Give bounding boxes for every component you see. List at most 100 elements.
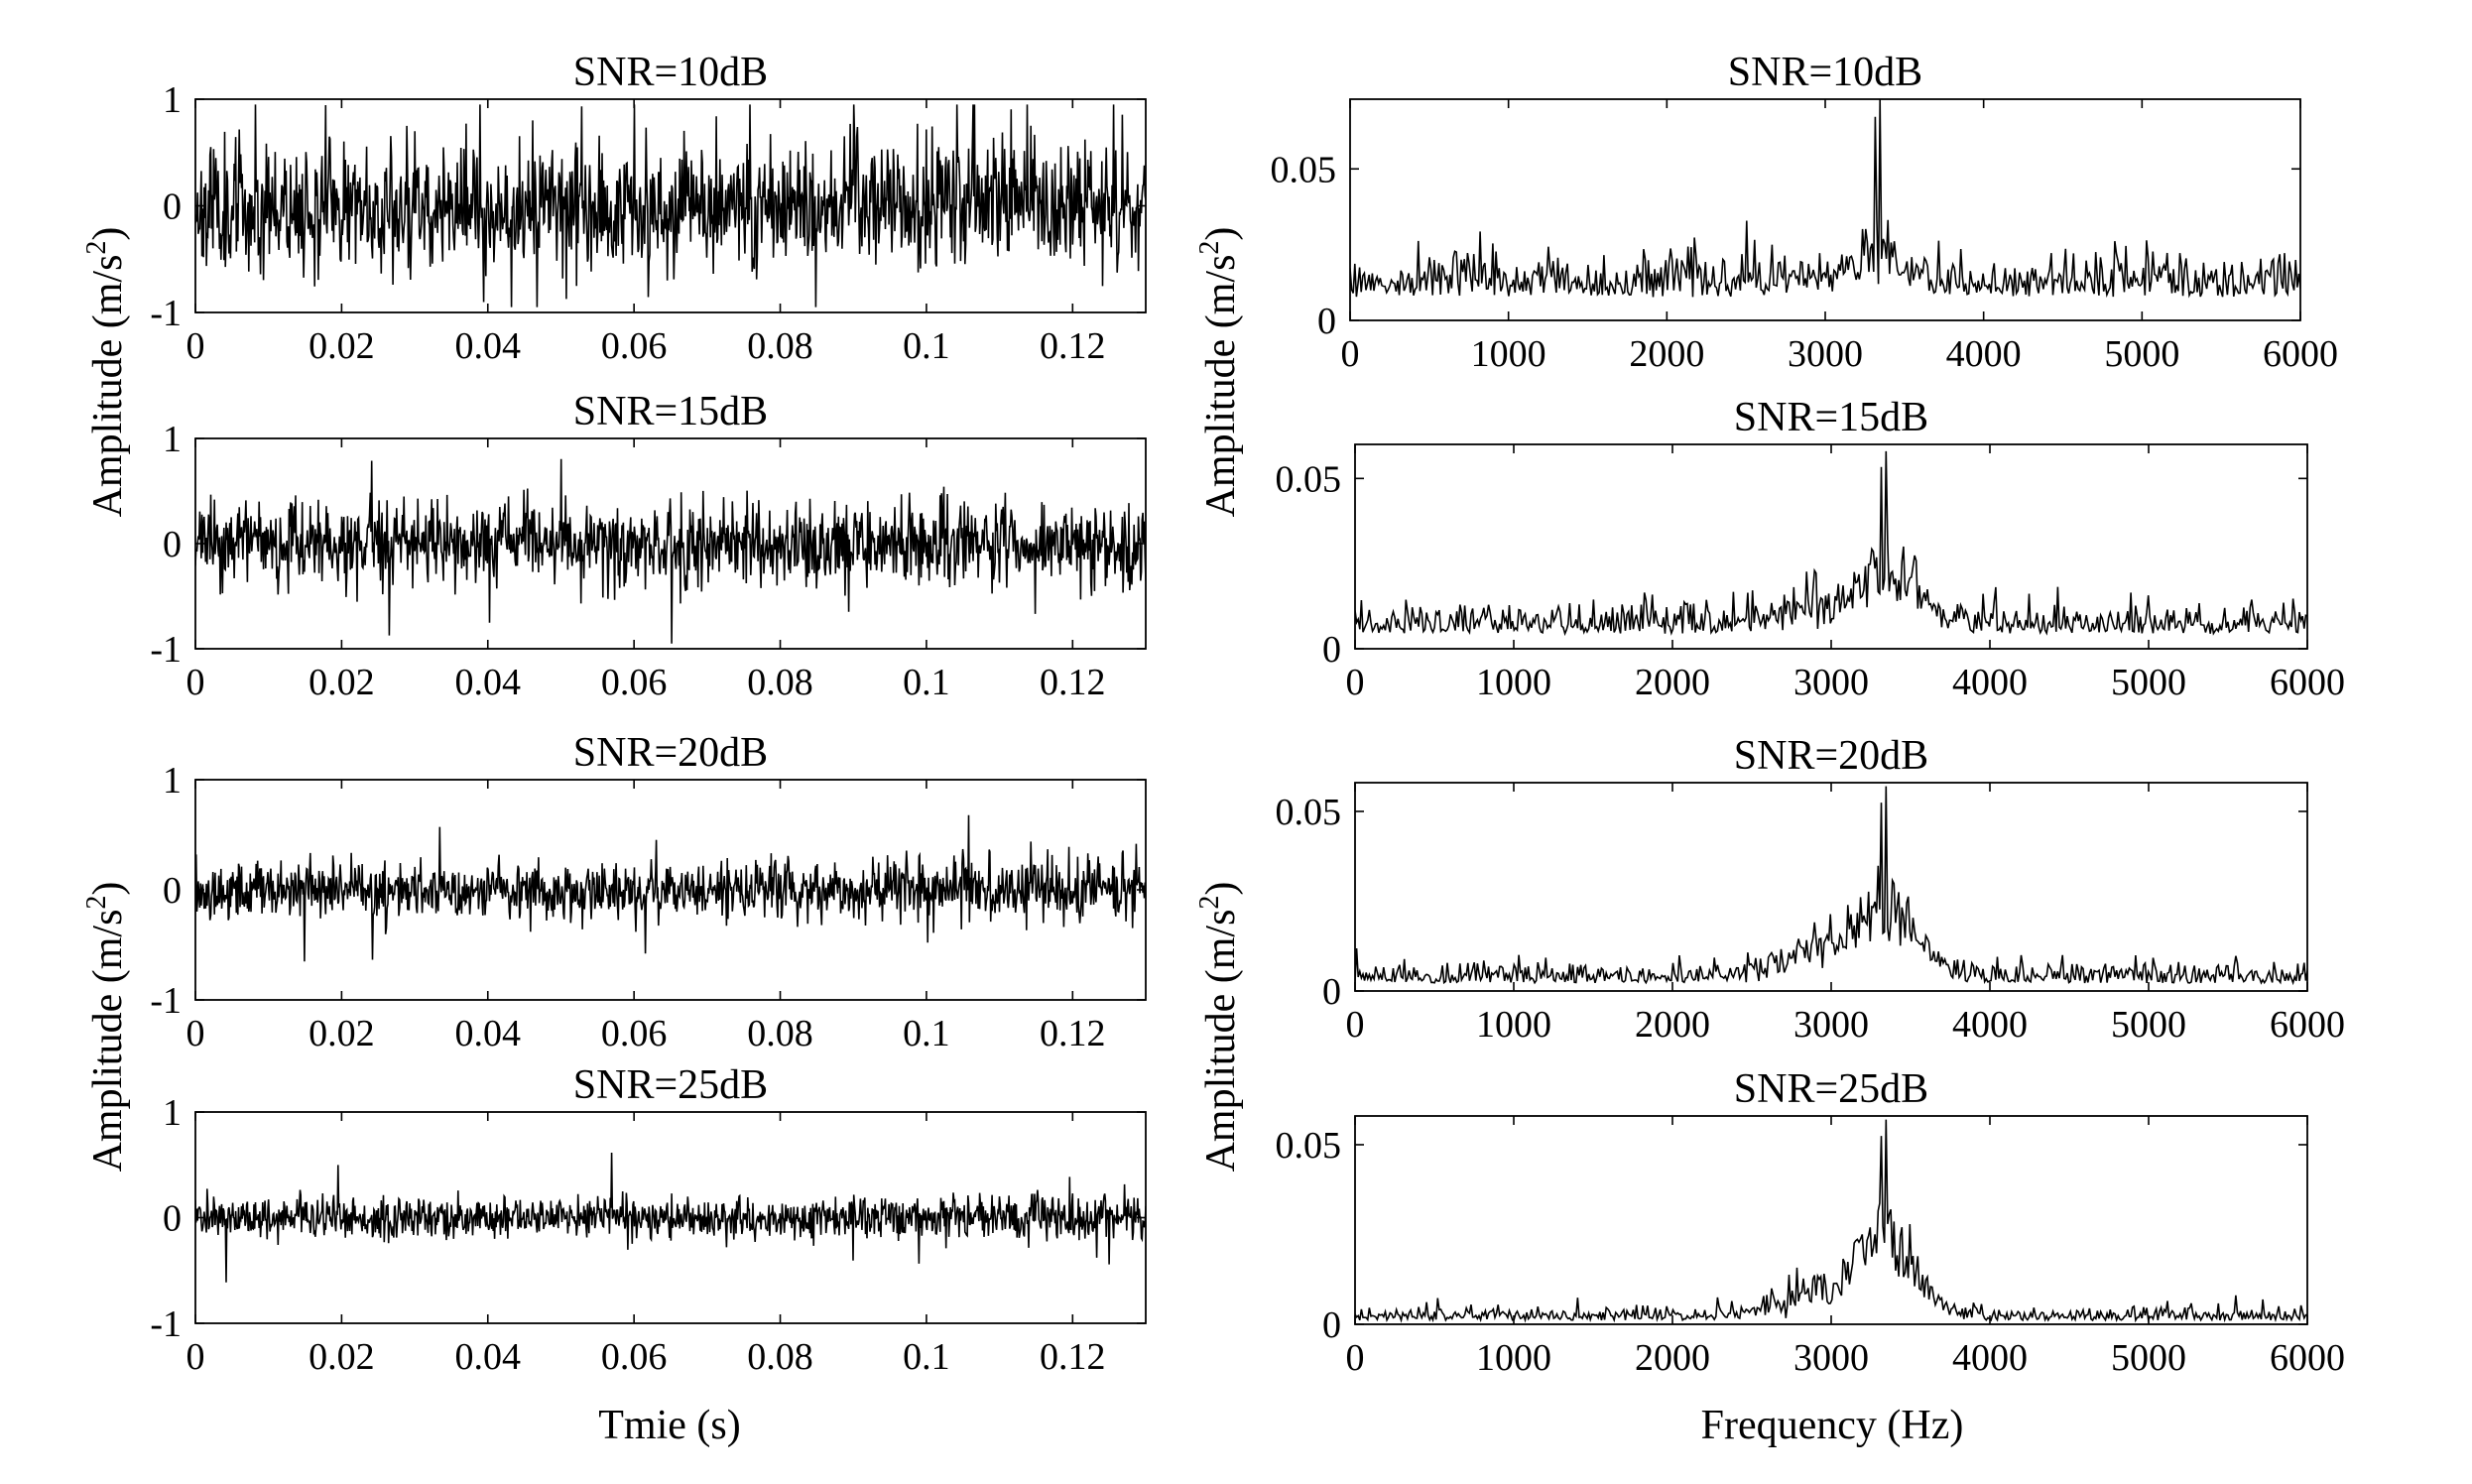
y-tick-label: -1 <box>150 1303 182 1345</box>
x-tick-label: 2000 <box>1635 1004 1710 1046</box>
x-tick-label: 1000 <box>1471 333 1546 375</box>
x-tick-label: 0.1 <box>903 325 950 367</box>
ylabel-right-bottom: Amplitude (m/s2) <box>1194 882 1244 1173</box>
panel-freq-snr20: SNR=20dB 0 1000 2000 3000 4000 5000 6000 0 0.05 <box>1276 733 2346 1046</box>
y-tick-label: 1 <box>163 1092 182 1134</box>
y-tick-label: 0 <box>1322 629 1341 671</box>
y-tick-label: -1 <box>150 980 182 1022</box>
ylabel-left-top: Amplitude (m/s2) <box>81 227 131 518</box>
x-tick-label: 3000 <box>1788 333 1863 375</box>
ylabel-right-top: Amplitude (m/s2) <box>1194 227 1244 518</box>
panel-title: SNR=25dB <box>573 1062 768 1108</box>
series-line <box>195 458 1146 644</box>
x-tick-label: 5000 <box>2111 662 2186 703</box>
xlabel-time: Tmie (s) <box>598 1403 740 1448</box>
series-line <box>1355 450 2307 637</box>
y-tick-label: 0 <box>1322 1304 1341 1346</box>
x-tick-label: 0.04 <box>455 325 522 367</box>
y-tick-label: 0.05 <box>1276 792 1342 833</box>
y-tick-label: 0 <box>163 870 182 912</box>
x-tick-label: 0.12 <box>1040 662 1106 703</box>
x-tick-label: 0.08 <box>747 325 813 367</box>
y-tick-label: 1 <box>163 79 182 121</box>
x-tick-label: 0.04 <box>455 662 522 703</box>
y-tick-label: 1 <box>163 760 182 802</box>
x-tick-label: 2000 <box>1635 662 1710 703</box>
x-tick-label: 5000 <box>2104 333 2179 375</box>
x-tick-label: 3000 <box>1793 1004 1869 1046</box>
x-tick-label: 5000 <box>2111 1004 2186 1046</box>
x-tick-label: 0.1 <box>903 1336 950 1378</box>
x-tick-label: 0 <box>1346 662 1365 703</box>
x-tick-label: 0.04 <box>455 1336 522 1378</box>
y-tick-label: 0 <box>163 1198 182 1240</box>
series-line <box>195 104 1146 308</box>
panel-title: SNR=25dB <box>1734 1066 1928 1112</box>
y-tick-label: 0.05 <box>1276 1125 1342 1167</box>
panel-title: SNR=10dB <box>573 50 768 95</box>
x-tick-label: 6000 <box>2263 333 2338 375</box>
x-tick-label: 2000 <box>1635 1337 1710 1379</box>
x-tick-label: 6000 <box>2270 1337 2345 1379</box>
x-tick-label: 0 <box>186 662 205 703</box>
x-tick-label: 0.12 <box>1040 1013 1106 1054</box>
x-tick-label: 0.06 <box>601 662 668 703</box>
series-line <box>1355 786 2307 986</box>
x-tick-label: 0.02 <box>309 662 375 703</box>
series-line <box>1350 99 2300 299</box>
x-tick-label: 0 <box>1341 333 1360 375</box>
y-tick-label: 0.05 <box>1276 458 1342 500</box>
x-tick-label: 0 <box>1346 1004 1365 1046</box>
x-tick-label: 2000 <box>1629 333 1704 375</box>
series-line <box>195 1152 1146 1283</box>
y-tick-label: 0 <box>1322 971 1341 1013</box>
x-tick-label: 0.12 <box>1040 1336 1106 1378</box>
x-tick-label: 0.1 <box>903 1013 950 1054</box>
x-tick-label: 0.08 <box>747 1336 813 1378</box>
x-tick-label: 0.06 <box>601 1336 668 1378</box>
x-tick-label: 0.02 <box>309 1336 375 1378</box>
x-tick-label: 3000 <box>1793 1337 1869 1379</box>
x-tick-label: 0.1 <box>903 662 950 703</box>
x-tick-label: 4000 <box>1952 1004 2028 1046</box>
y-tick-label: 0.05 <box>1271 149 1337 190</box>
ylabel-left-bottom: Amplitude (m/s2) <box>81 882 131 1173</box>
x-tick-label: 0 <box>186 1013 205 1054</box>
x-tick-label: 3000 <box>1793 662 1869 703</box>
x-tick-label: 0 <box>186 325 205 367</box>
panel-title: SNR=15dB <box>1734 395 1928 440</box>
x-tick-label: 0 <box>186 1336 205 1378</box>
y-tick-label: 0 <box>163 186 182 228</box>
x-tick-label: 0.04 <box>455 1013 522 1054</box>
x-tick-label: 0.02 <box>309 325 375 367</box>
x-tick-label: 0.08 <box>747 662 813 703</box>
y-tick-label: 1 <box>163 419 182 460</box>
x-tick-label: 1000 <box>1476 1337 1551 1379</box>
x-tick-label: 0.02 <box>309 1013 375 1054</box>
xlabel-frequency: Frequency (Hz) <box>1701 1403 1964 1448</box>
y-tick-label: 0 <box>1317 301 1336 342</box>
x-tick-label: 4000 <box>1952 1337 2028 1379</box>
panel-freq-snr25: SNR=25dB 0 1000 2000 3000 4000 5000 6000 0 0.05 <box>1276 1066 2346 1379</box>
x-tick-label: 0.08 <box>747 1013 813 1054</box>
x-tick-label: 0.12 <box>1040 325 1106 367</box>
panel-title: SNR=20dB <box>573 730 768 776</box>
panel-title: SNR=20dB <box>1734 733 1928 779</box>
series-line <box>195 814 1146 962</box>
x-tick-label: 0.06 <box>601 1013 668 1054</box>
x-tick-label: 0.06 <box>601 325 668 367</box>
x-tick-label: 4000 <box>1946 333 2022 375</box>
panel-title: SNR=10dB <box>1728 50 1922 95</box>
x-tick-label: 6000 <box>2270 662 2345 703</box>
x-tick-label: 1000 <box>1476 662 1551 703</box>
x-tick-label: 4000 <box>1952 662 2028 703</box>
panel-title: SNR=15dB <box>573 389 768 434</box>
x-tick-label: 1000 <box>1476 1004 1551 1046</box>
y-tick-label: 0 <box>163 524 182 565</box>
x-tick-label: 6000 <box>2270 1004 2345 1046</box>
